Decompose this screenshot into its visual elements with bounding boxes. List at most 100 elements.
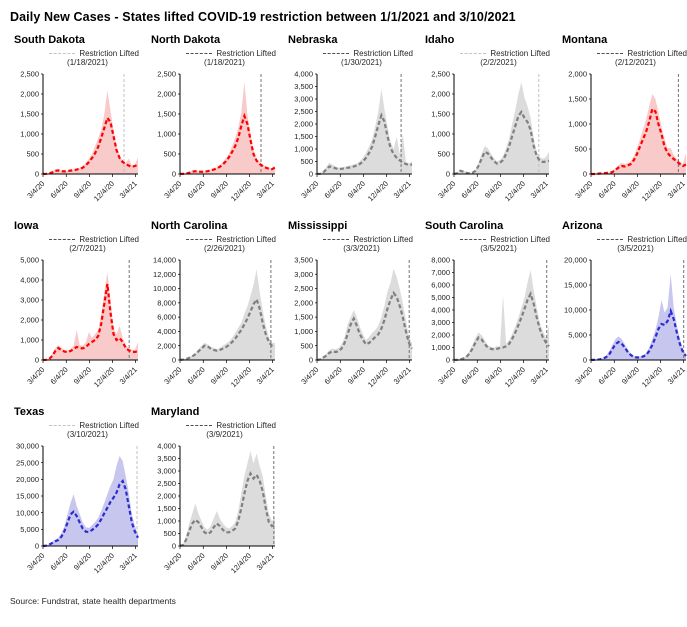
chart-title: South Dakota — [14, 34, 85, 46]
legend-date: (1/30/2021) — [341, 58, 382, 67]
svg-text:3,500: 3,500 — [157, 454, 176, 463]
svg-text:3/4/20: 3/4/20 — [299, 365, 320, 386]
dashed-line-icon — [49, 52, 76, 54]
svg-text:9/4/20: 9/4/20 — [346, 179, 367, 200]
svg-text:10,000: 10,000 — [153, 284, 176, 293]
svg-text:3/4/21: 3/4/21 — [392, 179, 413, 200]
svg-text:3/4/20: 3/4/20 — [162, 365, 183, 386]
legend-label: Restriction Lifted — [79, 420, 139, 430]
svg-text:9/4/20: 9/4/20 — [72, 365, 93, 386]
svg-text:1,000: 1,000 — [431, 130, 450, 139]
svg-text:3/4/21: 3/4/21 — [118, 365, 139, 386]
svg-text:9/4/20: 9/4/20 — [72, 551, 93, 572]
chart-plot: 0 500 1,000 1,500 2,000 2,500 3,000 3,500 4,000 3… — [157, 442, 276, 576]
chart-legend: Restriction Lifted — [554, 48, 687, 58]
chart-plot: 0 500 1,000 1,500 2,000 2,500 3,000 3,500 4,000 3… — [294, 70, 413, 204]
svg-text:3/4/21: 3/4/21 — [392, 365, 413, 386]
chart-plot: 0 500 1,000 1,500 2,000 2,500 3/4/20 6/4/20 9/4/… — [20, 70, 139, 204]
chart-plot: 0 500 1,000 1,500 2,000 3/4/20 6/4/20 9/4/20 12/… — [568, 70, 687, 204]
svg-text:500: 500 — [163, 150, 176, 159]
chart-legend: Restriction Lifted — [280, 48, 417, 58]
source-note: Source: Fundstrat, state health departme… — [10, 596, 176, 606]
svg-text:12/4/20: 12/4/20 — [503, 179, 527, 203]
svg-text:9/4/20: 9/4/20 — [346, 365, 367, 386]
svg-text:20,000: 20,000 — [16, 475, 39, 484]
svg-text:500: 500 — [26, 150, 39, 159]
state-chart-north-carolina: North Carolina Restriction Lifted (2/26/… — [143, 220, 280, 406]
svg-text:3,500: 3,500 — [294, 256, 313, 265]
svg-text:3,000: 3,000 — [431, 318, 450, 327]
state-chart-north-dakota: North Dakota Restriction Lifted (1/18/20… — [143, 34, 280, 220]
chart-legend: Restriction Lifted — [417, 48, 554, 58]
svg-text:1,500: 1,500 — [431, 110, 450, 119]
svg-text:5,000: 5,000 — [20, 256, 39, 265]
legend-date: (3/9/2021) — [206, 430, 243, 439]
dashed-line-icon — [186, 52, 213, 54]
dashed-line-icon — [186, 424, 213, 426]
svg-text:2,000: 2,000 — [157, 492, 176, 501]
svg-text:0: 0 — [309, 170, 313, 179]
dashed-line-icon — [460, 52, 487, 54]
svg-text:2,000: 2,000 — [157, 90, 176, 99]
svg-text:1,000: 1,000 — [294, 327, 313, 336]
svg-text:12/4/20: 12/4/20 — [640, 365, 664, 389]
chart-legend: Restriction Lifted — [143, 234, 280, 244]
svg-text:12/4/20: 12/4/20 — [503, 365, 527, 389]
svg-text:12/4/20: 12/4/20 — [229, 551, 253, 575]
legend-date: (3/5/2021) — [617, 244, 654, 253]
svg-text:12/4/20: 12/4/20 — [366, 179, 390, 203]
svg-text:2,500: 2,500 — [294, 107, 313, 116]
svg-text:25,000: 25,000 — [16, 458, 39, 467]
svg-text:1,000: 1,000 — [294, 145, 313, 154]
svg-text:2,500: 2,500 — [20, 70, 39, 79]
svg-text:1,500: 1,500 — [157, 504, 176, 513]
svg-text:3,000: 3,000 — [157, 467, 176, 476]
svg-text:0: 0 — [35, 170, 39, 179]
svg-text:6/4/20: 6/4/20 — [49, 179, 70, 200]
svg-text:12/4/20: 12/4/20 — [229, 365, 253, 389]
svg-text:0: 0 — [446, 170, 450, 179]
chart-title: North Carolina — [151, 220, 228, 232]
svg-text:10,000: 10,000 — [564, 306, 587, 315]
svg-text:6/4/20: 6/4/20 — [186, 551, 207, 572]
chart-title: Idaho — [425, 34, 455, 46]
svg-text:14,000: 14,000 — [153, 256, 176, 265]
svg-text:2,000: 2,000 — [294, 298, 313, 307]
svg-text:2,500: 2,500 — [431, 70, 450, 79]
legend-label: Restriction Lifted — [490, 234, 550, 244]
svg-text:6/4/20: 6/4/20 — [597, 179, 618, 200]
svg-text:5,000: 5,000 — [20, 525, 39, 534]
svg-text:6/4/20: 6/4/20 — [49, 365, 70, 386]
svg-text:2,000: 2,000 — [431, 331, 450, 340]
svg-text:3/4/20: 3/4/20 — [299, 179, 320, 200]
svg-text:1,500: 1,500 — [294, 132, 313, 141]
svg-text:6/4/20: 6/4/20 — [186, 365, 207, 386]
svg-text:1,500: 1,500 — [568, 95, 587, 104]
dashed-line-icon — [460, 238, 487, 240]
svg-text:3/4/20: 3/4/20 — [573, 365, 594, 386]
svg-text:12/4/20: 12/4/20 — [229, 179, 253, 203]
dashed-line-icon — [186, 238, 213, 240]
svg-text:1,000: 1,000 — [568, 120, 587, 129]
svg-text:12/4/20: 12/4/20 — [92, 179, 116, 203]
svg-text:9/4/20: 9/4/20 — [209, 551, 230, 572]
svg-text:3/4/20: 3/4/20 — [573, 179, 594, 200]
state-chart-maryland: Maryland Restriction Lifted (3/9/2021) 0… — [143, 406, 280, 592]
svg-text:9/4/20: 9/4/20 — [209, 179, 230, 200]
svg-text:500: 500 — [300, 157, 313, 166]
svg-text:6/4/20: 6/4/20 — [460, 179, 481, 200]
svg-text:0: 0 — [172, 356, 176, 365]
chart-plot: 0 2,000 4,000 6,000 8,000 10,000 12,000 14,000 3… — [153, 256, 276, 390]
svg-text:15,000: 15,000 — [564, 281, 587, 290]
svg-text:3/4/20: 3/4/20 — [436, 179, 457, 200]
svg-text:9/4/20: 9/4/20 — [483, 365, 504, 386]
legend-label: Restriction Lifted — [216, 420, 276, 430]
svg-text:500: 500 — [300, 341, 313, 350]
chart-title: Nebraska — [288, 34, 338, 46]
svg-text:3/4/21: 3/4/21 — [255, 365, 276, 386]
chart-legend: Restriction Lifted — [143, 48, 280, 58]
svg-text:2,500: 2,500 — [294, 284, 313, 293]
chart-legend: Restriction Lifted — [6, 234, 143, 244]
svg-text:0: 0 — [35, 542, 39, 551]
svg-text:2,000: 2,000 — [568, 70, 587, 79]
